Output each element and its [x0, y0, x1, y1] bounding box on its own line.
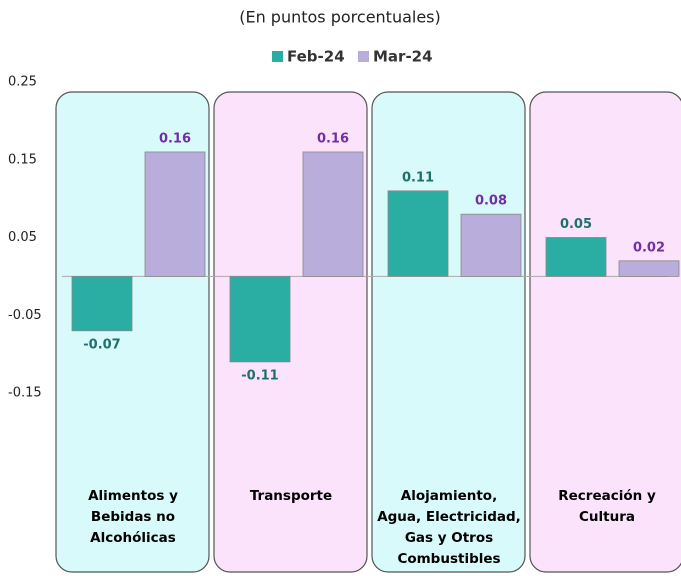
y-tick-label: 0.25	[8, 75, 37, 90]
data-label: 0.02	[633, 240, 665, 255]
y-tick-label: 0.15	[8, 152, 37, 167]
data-label: 0.05	[560, 217, 592, 232]
legend-swatch	[272, 51, 283, 62]
data-label: 0.16	[159, 131, 191, 146]
x-tick-label: Alimentos y Bebidas no Alcohólicas	[88, 488, 178, 546]
bar	[460, 213, 522, 277]
data-label: 0.11	[402, 170, 434, 185]
x-tick-label: Transporte	[249, 488, 333, 504]
x-tick-label: Alojamiento, Agua, Electricidad, Gas y O…	[377, 488, 521, 567]
y-tick-label: -0.15	[8, 386, 42, 401]
bar	[618, 260, 680, 277]
legend-label: Feb-24	[287, 48, 345, 66]
legend-label: Mar-24	[373, 48, 433, 66]
category-panel	[529, 91, 681, 573]
bar	[229, 275, 291, 363]
bar	[387, 190, 449, 277]
data-label: -0.11	[241, 368, 278, 383]
bar	[302, 151, 364, 277]
bar	[71, 275, 133, 332]
bar	[545, 237, 607, 277]
chart-subtitle: (En puntos porcentuales)	[239, 8, 441, 27]
bar	[144, 151, 206, 277]
y-tick-label: -0.05	[8, 308, 42, 323]
data-label: 0.16	[317, 131, 349, 146]
data-label: -0.07	[83, 337, 120, 352]
data-label: 0.08	[475, 194, 507, 209]
x-tick-label: Recreación y Cultura	[558, 488, 656, 525]
legend-swatch	[358, 51, 369, 62]
y-tick-label: 0.05	[8, 230, 37, 245]
